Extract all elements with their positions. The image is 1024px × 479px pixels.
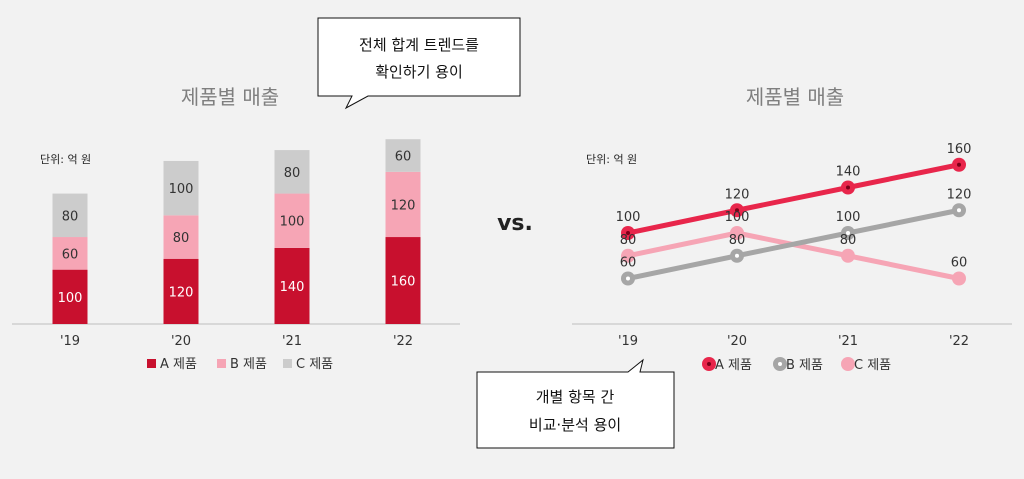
bar-c-0 xyxy=(52,193,88,238)
line-chart: 제품별 매출 단위: 억 원 100 120 140 160 60 80 100 120 80 1… xyxy=(572,85,1012,373)
right-chart-unit-label: 단위: 억 원 xyxy=(586,153,637,166)
x-tick-label: '19 xyxy=(60,334,80,349)
point-c-0 xyxy=(621,248,635,263)
callout-top-line-1: 전체 합계 트렌드를 xyxy=(359,36,479,54)
right-chart-title: 제품별 매출 xyxy=(746,85,844,109)
stacked-bar-chart: 제품별 매출 단위: 억 원 100 60 80 120 80 100 140 100 80 16… xyxy=(12,85,460,372)
bar-label-c-0: 80 xyxy=(62,209,79,224)
bar-label-b-1: 80 xyxy=(173,231,190,246)
point-label-c-2: 80 xyxy=(840,233,857,248)
point-c-3 xyxy=(952,271,966,286)
x-tick-label: '19 xyxy=(618,334,638,349)
x-tick-label: '21 xyxy=(838,334,858,349)
point-center-a-2 xyxy=(846,185,850,190)
callout-top-line-2: 확인하기 용이 xyxy=(375,63,463,81)
point-label-a-3: 160 xyxy=(947,142,972,157)
bar-label-b-3: 120 xyxy=(391,198,416,213)
legend-marker-c xyxy=(841,357,855,371)
legend-label-b: B 제품 xyxy=(230,357,267,372)
bar-label-a-0: 100 xyxy=(58,291,83,306)
line-series-b xyxy=(627,207,960,281)
vs-label: vs. xyxy=(497,211,533,236)
legend-swatch-c xyxy=(283,359,292,368)
point-center-a-3 xyxy=(957,162,961,167)
left-chart-title: 제품별 매출 xyxy=(181,85,279,109)
bar-c-3 xyxy=(385,139,421,172)
bar-a-0 xyxy=(52,269,88,324)
point-label-b-0: 60 xyxy=(620,256,637,271)
legend-marker-center-a xyxy=(707,362,711,366)
bar-label-c-3: 60 xyxy=(395,150,412,165)
point-center-b-2 xyxy=(846,231,850,235)
legend-label-a: A 제품 xyxy=(160,357,197,372)
x-tick-label: '20 xyxy=(727,334,747,349)
bar-b-2 xyxy=(274,193,310,248)
bar-label-a-1: 120 xyxy=(169,285,194,300)
bar-b-1 xyxy=(163,215,199,259)
legend-label-c: C 제품 xyxy=(296,357,333,372)
point-label-b-2: 100 xyxy=(836,210,861,225)
legend-swatch-a xyxy=(147,359,156,368)
x-tick-label: '22 xyxy=(393,334,413,349)
point-center-b-0 xyxy=(626,276,630,281)
point-label-a-0: 100 xyxy=(616,210,641,225)
bar-label-c-2: 80 xyxy=(284,166,301,181)
x-tick-label: '20 xyxy=(171,334,191,349)
point-label-b-3: 120 xyxy=(947,187,972,202)
bar-label-c-1: 100 xyxy=(169,182,194,197)
x-tick-label: '21 xyxy=(282,334,302,349)
point-label-a-2: 140 xyxy=(836,165,861,180)
legend-marker-center-b xyxy=(778,362,782,366)
point-c-1 xyxy=(730,226,744,240)
callout-top: 전체 합계 트렌드를 확인하기 용이 xyxy=(317,17,521,110)
point-center-a-1 xyxy=(735,208,739,213)
bar-c-2 xyxy=(274,150,310,194)
bar-label-a-2: 140 xyxy=(280,280,305,295)
bar-label-a-3: 160 xyxy=(391,275,416,290)
line-series-c xyxy=(627,230,960,281)
bar-c-1 xyxy=(163,160,199,216)
legend-swatch-b xyxy=(217,359,226,368)
bar-b-3 xyxy=(385,171,421,238)
bar-a-2 xyxy=(274,247,310,324)
point-label-c-1: 100 xyxy=(725,210,750,225)
bar-label-b-2: 100 xyxy=(280,215,305,230)
bar-a-1 xyxy=(163,258,199,324)
line-series-a xyxy=(627,162,960,236)
callout-bottom-line-2: 비교·분석 용이 xyxy=(529,416,621,434)
left-chart-unit-label: 단위: 억 원 xyxy=(40,153,91,166)
point-c-2 xyxy=(841,248,855,263)
x-tick-label: '22 xyxy=(949,334,969,349)
legend-label-b: B 제품 xyxy=(786,358,823,373)
point-center-b-3 xyxy=(957,208,961,213)
bar-b-0 xyxy=(52,237,88,270)
point-label-a-1: 120 xyxy=(725,187,750,202)
point-center-a-0 xyxy=(626,231,630,235)
bar-a-3 xyxy=(385,237,421,324)
legend-label-c: C 제품 xyxy=(854,358,891,373)
bar-label-b-0: 60 xyxy=(62,247,79,262)
point-label-b-1: 80 xyxy=(729,233,746,248)
callout-bottom-line-1: 개별 항목 간 xyxy=(536,388,615,406)
callout-bottom: 개별 항목 간 비교·분석 용이 xyxy=(476,358,675,449)
point-center-b-1 xyxy=(735,253,739,258)
point-label-c-3: 60 xyxy=(951,256,968,271)
point-label-c-0: 80 xyxy=(620,233,637,248)
legend-label-a: A 제품 xyxy=(715,358,752,373)
